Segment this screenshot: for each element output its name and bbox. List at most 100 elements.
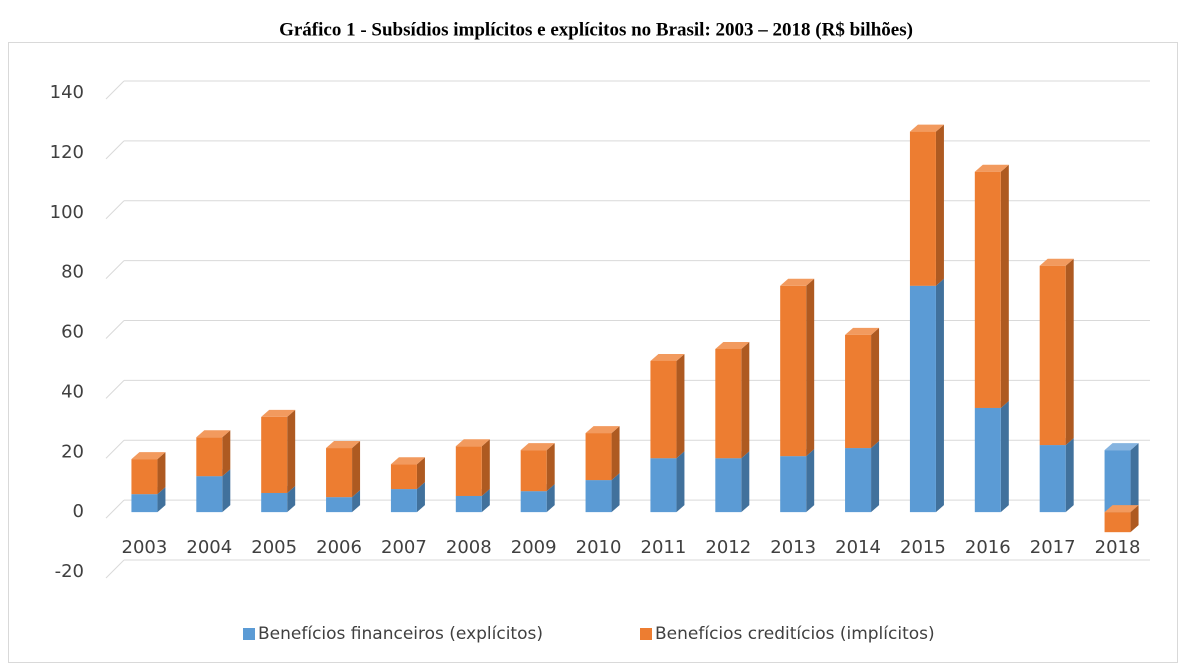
chart-title: Gráfico 1 - Subsídios implícitos e explí… bbox=[279, 19, 913, 40]
legend-label: Benefícios financeiros (explícitos) bbox=[258, 624, 543, 644]
y-tick-label: 40 bbox=[61, 381, 84, 402]
x-tick-label: 2003 bbox=[122, 537, 168, 558]
x-tick-label: 2014 bbox=[835, 537, 881, 558]
bar bbox=[1104, 512, 1131, 533]
bar-side bbox=[935, 124, 944, 286]
bar-top bbox=[780, 278, 815, 286]
bar bbox=[845, 448, 872, 513]
chart-border bbox=[8, 42, 1178, 663]
bar-top bbox=[845, 327, 880, 335]
bar bbox=[261, 492, 288, 513]
bar-top bbox=[1039, 258, 1074, 266]
bar bbox=[131, 459, 158, 495]
bar-side bbox=[481, 439, 490, 496]
bar-side bbox=[416, 482, 425, 513]
bar-side bbox=[1000, 164, 1009, 408]
bar-side bbox=[157, 487, 166, 513]
x-tick-label: 2005 bbox=[251, 537, 297, 558]
bar bbox=[650, 360, 677, 459]
bar-side bbox=[157, 452, 166, 495]
bar bbox=[715, 348, 742, 459]
bar-top bbox=[261, 409, 296, 417]
y-tick-label: 60 bbox=[61, 322, 84, 343]
x-tick-label: 2007 bbox=[381, 537, 427, 558]
x-tick-label: 2017 bbox=[1030, 537, 1076, 558]
bar bbox=[390, 464, 417, 490]
x-tick-label: 2009 bbox=[511, 537, 557, 558]
bar-side bbox=[287, 485, 296, 513]
bar-side bbox=[1130, 443, 1139, 513]
bar-side bbox=[741, 451, 750, 513]
x-tick-label: 2013 bbox=[770, 537, 816, 558]
grid-line bbox=[105, 200, 125, 220]
bar bbox=[1039, 445, 1066, 513]
bar bbox=[261, 416, 288, 493]
bar-top bbox=[520, 443, 555, 451]
x-tick-label: 2004 bbox=[186, 537, 232, 558]
y-tick-label: 80 bbox=[61, 262, 84, 283]
bar-side bbox=[1065, 438, 1074, 513]
bar bbox=[131, 494, 158, 513]
bar-side bbox=[935, 278, 944, 513]
bar bbox=[196, 476, 223, 513]
bar-top bbox=[390, 457, 425, 465]
bar-side bbox=[546, 484, 555, 513]
bar-top bbox=[455, 439, 490, 447]
bar bbox=[196, 437, 223, 477]
bar-top bbox=[974, 164, 1009, 172]
bar-side bbox=[1000, 400, 1009, 513]
bar bbox=[909, 285, 936, 513]
y-tick-label: 0 bbox=[73, 501, 84, 522]
bar-side bbox=[222, 430, 231, 477]
legend-swatch bbox=[243, 628, 255, 640]
x-tick-label: 2006 bbox=[316, 537, 362, 558]
y-tick-label: 120 bbox=[50, 142, 84, 163]
x-tick-label: 2016 bbox=[965, 537, 1011, 558]
bar-side bbox=[546, 443, 555, 492]
bar-top bbox=[326, 441, 361, 449]
grid-line bbox=[105, 559, 125, 579]
bar-side bbox=[352, 441, 361, 498]
bar-top bbox=[715, 341, 750, 349]
bar-side bbox=[871, 441, 880, 513]
bar-side bbox=[1130, 505, 1139, 533]
bar-side bbox=[806, 449, 815, 513]
grid-line bbox=[105, 380, 125, 399]
y-tick-label: 20 bbox=[61, 441, 84, 462]
grid-line bbox=[105, 439, 125, 459]
bar-side bbox=[871, 327, 880, 449]
bar bbox=[1104, 450, 1131, 513]
bar-side bbox=[676, 451, 685, 513]
grid-line bbox=[105, 499, 125, 519]
bar-side bbox=[416, 457, 425, 490]
bar-top bbox=[1104, 443, 1139, 451]
bar-top bbox=[1104, 505, 1139, 513]
legend-label: Benefícios creditícios (implícitos) bbox=[655, 624, 935, 644]
bar bbox=[715, 458, 742, 513]
bar bbox=[1039, 265, 1066, 446]
bar bbox=[585, 480, 612, 513]
x-tick-label: 2012 bbox=[705, 537, 751, 558]
bar bbox=[455, 495, 482, 513]
y-tick-label: -20 bbox=[55, 561, 84, 582]
bar-side bbox=[741, 341, 750, 459]
grid-line bbox=[105, 320, 125, 339]
bar bbox=[326, 497, 353, 513]
bar-top bbox=[909, 124, 944, 132]
bar-side bbox=[611, 473, 620, 513]
x-tick-label: 2011 bbox=[641, 537, 687, 558]
bar bbox=[390, 489, 417, 513]
bar bbox=[585, 433, 612, 481]
bar bbox=[520, 491, 547, 513]
bar-side bbox=[1065, 258, 1074, 446]
bar bbox=[845, 334, 872, 449]
x-tick-label: 2010 bbox=[576, 537, 622, 558]
bar-side bbox=[611, 426, 620, 481]
grid-line bbox=[105, 140, 125, 160]
y-tick-label: 100 bbox=[50, 202, 84, 223]
grid-line bbox=[105, 80, 125, 100]
bar-top bbox=[650, 353, 685, 361]
bar-side bbox=[806, 278, 815, 457]
grid-line bbox=[105, 260, 125, 279]
y-tick-label: 140 bbox=[50, 82, 84, 103]
